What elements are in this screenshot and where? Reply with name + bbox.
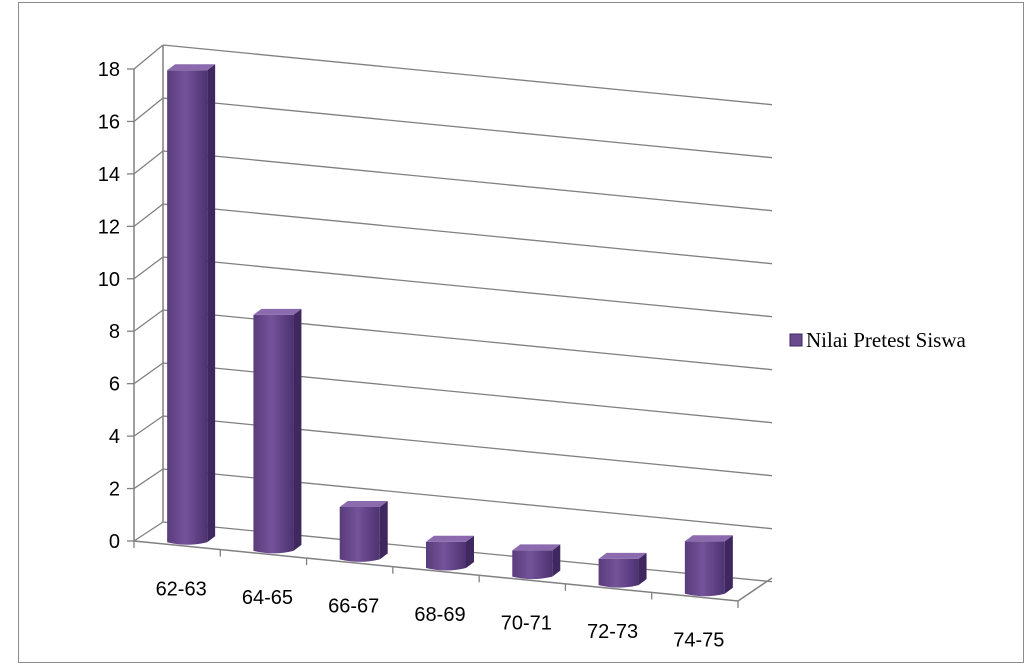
x-axis: 62-63 64-65 66-67 68-69 70-71 72-73 74-75 [133, 541, 739, 652]
gridline-side [133, 415, 164, 437]
legend: Nilai Pretest Siswa [789, 328, 966, 352]
x-tick-label: 64-65 [242, 587, 293, 609]
gridline-side [133, 521, 164, 542]
x-tick-label: 72-73 [587, 621, 638, 643]
bar-top [339, 500, 388, 507]
bar-side [293, 308, 302, 551]
bar-top [253, 308, 302, 315]
gridline-side [133, 362, 164, 385]
y-tick-label: 16 [98, 111, 120, 133]
bar-front [339, 506, 380, 562]
bar-front [426, 541, 466, 571]
bar-front [512, 550, 553, 580]
bar-top [426, 535, 474, 542]
x-tick-label: 66-67 [328, 595, 379, 617]
y-tick-label: 0 [109, 531, 120, 553]
bar [598, 552, 647, 588]
bar [684, 535, 733, 597]
gridline-side [133, 150, 164, 175]
bar-side [724, 535, 733, 594]
x-tick-label: 62-63 [156, 578, 207, 600]
bar-top [167, 64, 216, 71]
bar-top [684, 535, 733, 542]
bar-front [253, 314, 294, 554]
y-axis: 0 2 4 6 8 10 12 14 16 18 [98, 59, 134, 553]
gridline-side [133, 203, 164, 227]
bar-front [684, 541, 725, 597]
gridline [162, 256, 773, 318]
y-tick-label: 18 [98, 59, 120, 81]
gridline [162, 44, 773, 106]
gridline [162, 97, 773, 159]
chart-walls [133, 45, 773, 602]
gridline-side [133, 97, 164, 122]
gridline-side [133, 309, 164, 332]
bar [167, 64, 216, 545]
gridline-side [133, 468, 164, 490]
gridline [162, 150, 773, 212]
gridline [162, 203, 773, 265]
legend-swatch [789, 333, 803, 347]
gridline-side [133, 44, 164, 70]
bar-top [512, 544, 561, 551]
bar [512, 544, 561, 580]
bar [253, 308, 302, 554]
bar-side [207, 64, 216, 543]
y-tick-label: 10 [98, 269, 120, 291]
bar-side [379, 500, 388, 560]
bars [167, 64, 733, 597]
y-tick-label: 4 [109, 426, 120, 448]
gridline-side [133, 256, 164, 280]
bar [339, 500, 388, 562]
bar [426, 535, 474, 571]
y-tick-label: 12 [98, 216, 120, 238]
bar-front [598, 558, 639, 588]
x-tick-label: 70-71 [501, 613, 552, 635]
bar-side [466, 535, 474, 568]
bar-front [167, 70, 208, 545]
legend-label: Nilai Pretest Siswa [806, 328, 966, 352]
x-tick-label: 68-69 [414, 604, 465, 626]
y-tick-label: 8 [109, 321, 120, 343]
bar-side [638, 552, 647, 586]
gridlines [133, 44, 773, 583]
y-tick-label: 2 [109, 479, 120, 501]
x-tick-label: 74-75 [673, 630, 724, 652]
bar-side [552, 544, 561, 577]
y-tick-label: 6 [109, 374, 120, 396]
bar-top [598, 552, 647, 559]
y-tick-label: 14 [98, 164, 120, 186]
